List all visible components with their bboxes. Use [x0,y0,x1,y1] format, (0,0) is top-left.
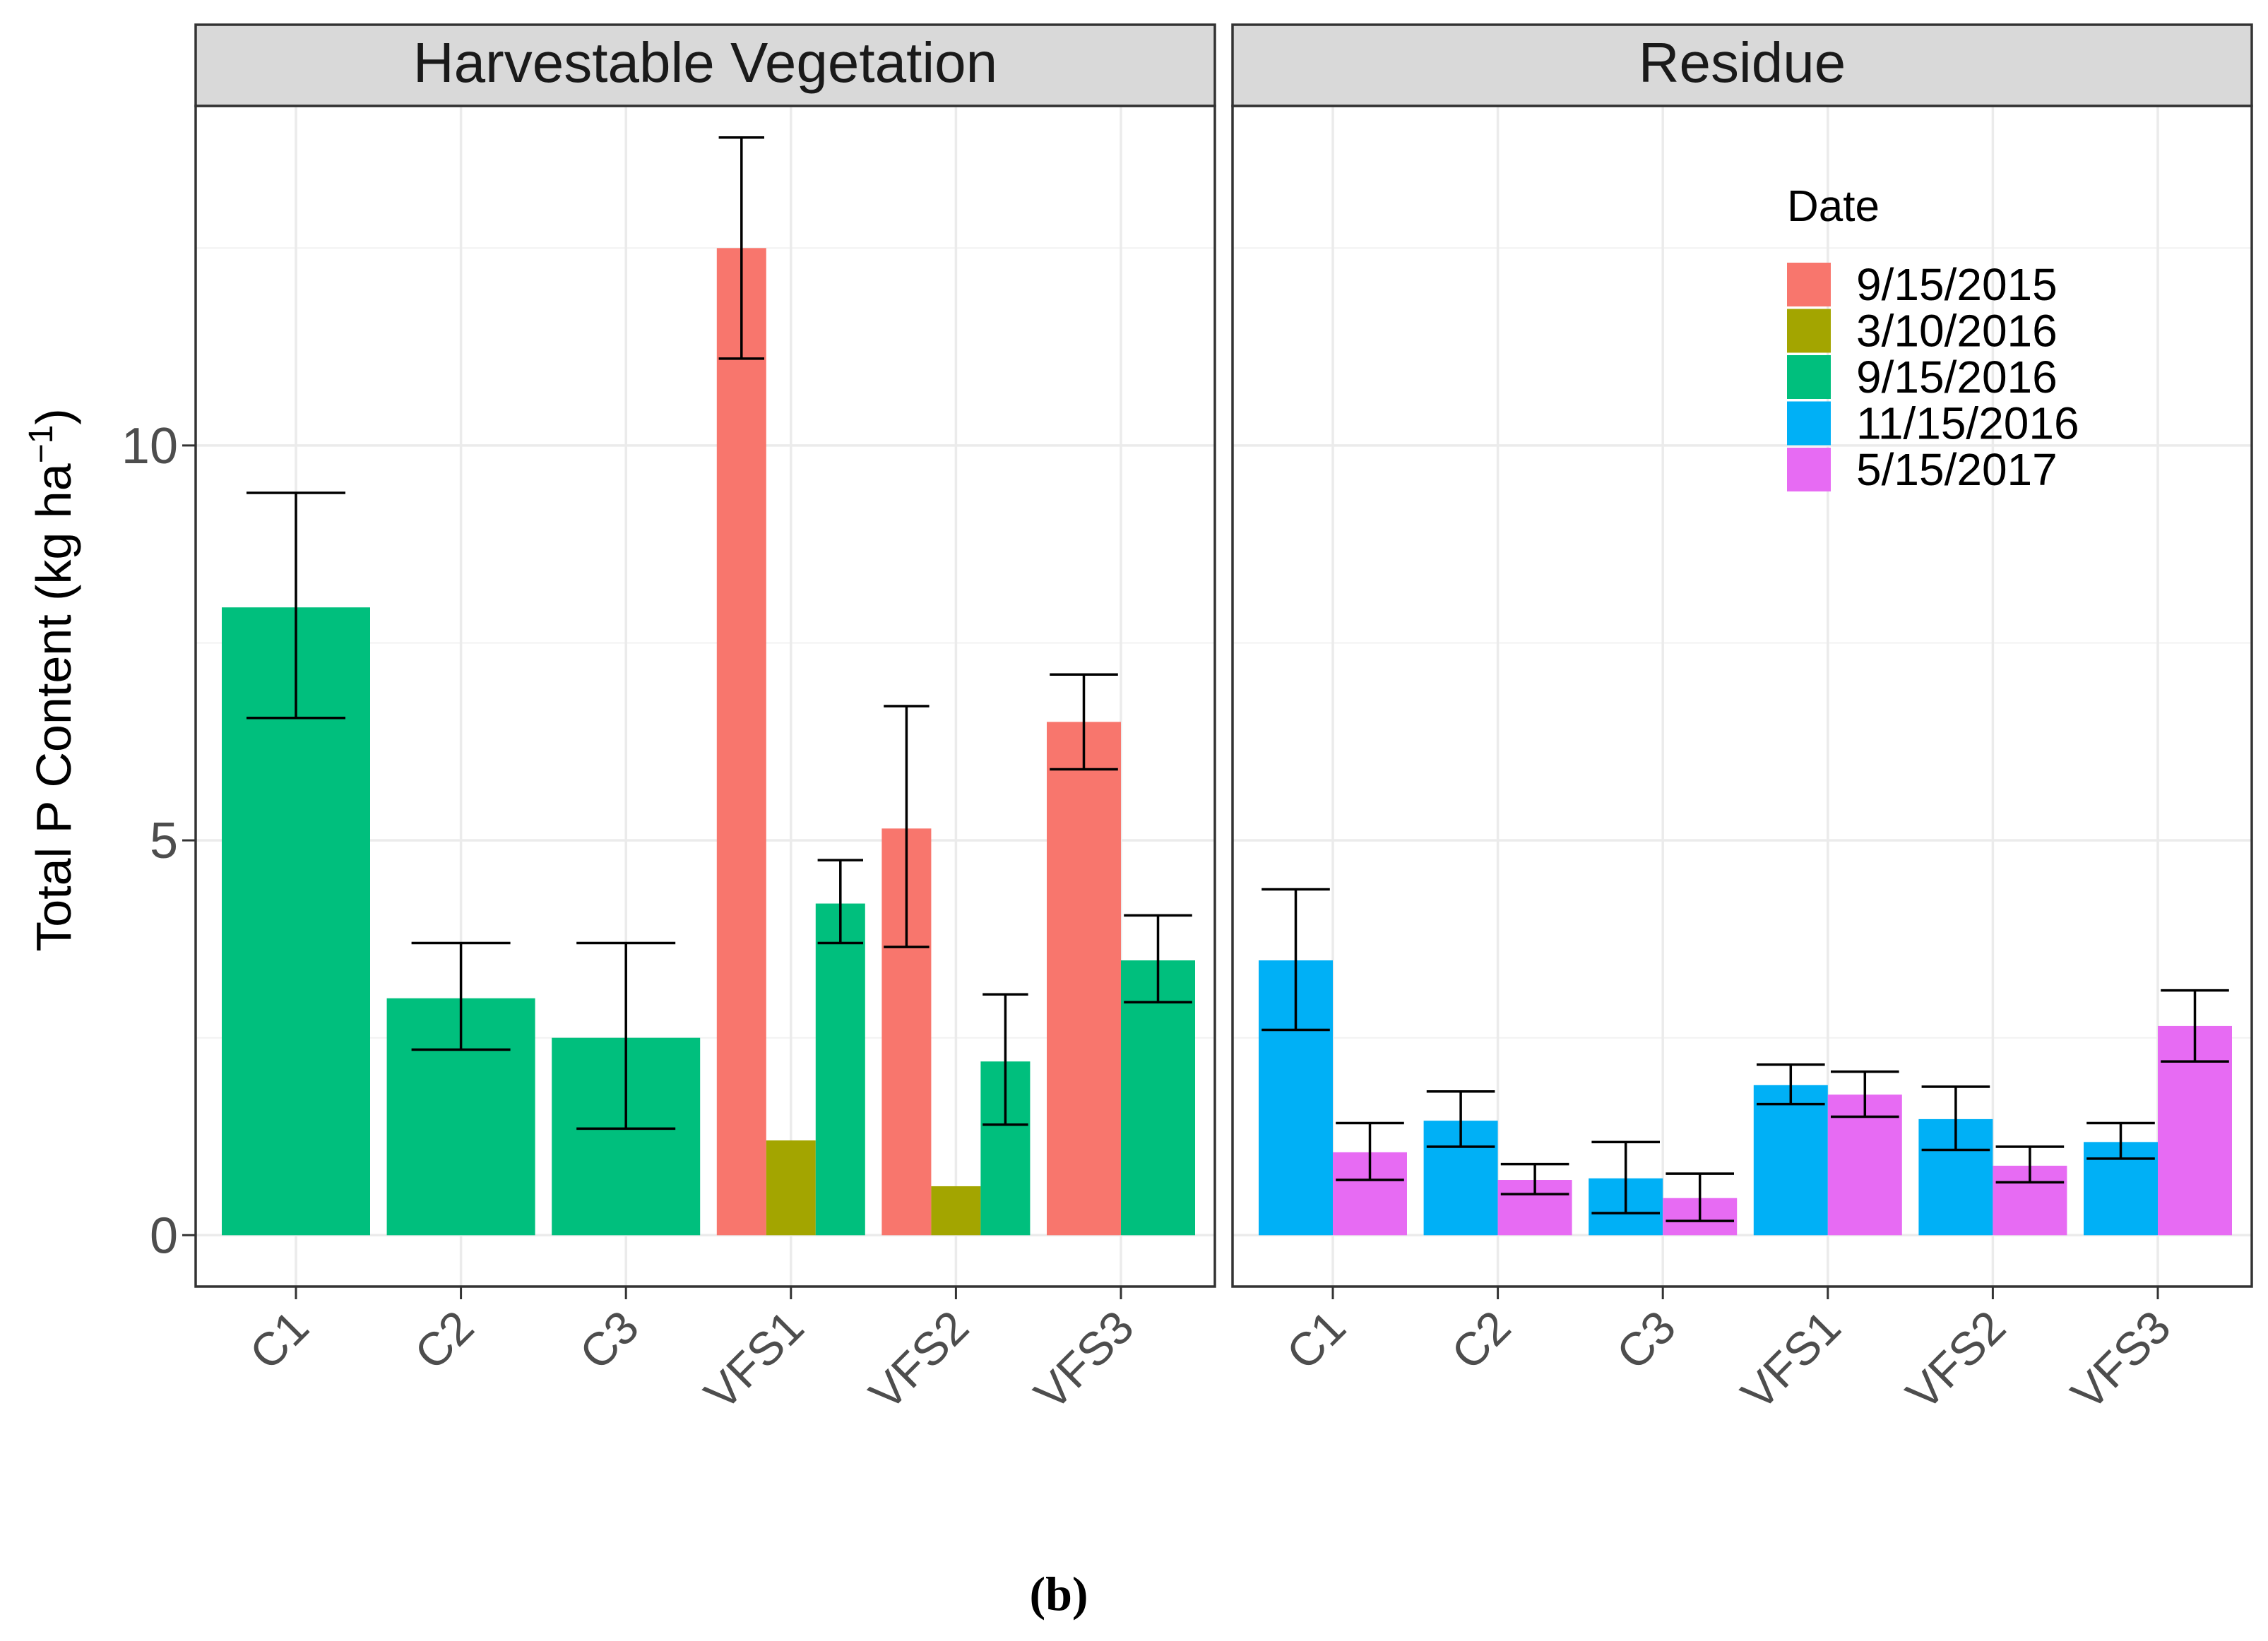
legend-key [1787,309,1831,353]
y-axis-title: Total P Content (kg ha−1) [23,408,81,951]
legend-title: Date [1787,182,1880,231]
bar-vfs1-3-10-2016 [766,1140,816,1236]
bar-vfs3-9-15-2016 [1121,960,1195,1236]
figure-caption: (b) [1029,1567,1088,1621]
legend-key [1787,401,1831,446]
bar-vfs1-9-15-2015 [716,248,766,1236]
bar-vfs1-5-15-2017 [1827,1094,1902,1236]
panel-background [1233,106,2252,1287]
bar-vfs3-9-15-2015 [1047,722,1121,1236]
legend: Date 9/15/20153/10/20169/15/201611/15/201… [1787,182,2079,495]
legend-label: 3/10/2016 [1856,306,2058,357]
legend-label: 5/15/2017 [1856,444,2058,495]
y-tick-label: 5 [150,813,178,869]
bar-vfs1-11-15-2016 [1753,1085,1828,1236]
y-tick-label: 0 [150,1207,178,1264]
bar-vfs1-9-15-2016 [815,903,865,1236]
legend-label: 9/15/2016 [1856,352,2058,402]
legend-key [1787,263,1831,306]
legend-label: 9/15/2015 [1856,259,2058,310]
y-tick-label: 10 [121,418,178,475]
legend-label: 11/15/2016 [1856,398,2079,449]
facet-strip-title: Residue [1639,31,1846,94]
facet-strip [1231,23,2253,107]
legend-key [1787,355,1831,399]
facet-strip-title: Harvestable Vegetation [413,31,997,94]
facet-strip [194,23,1216,107]
legend-key [1787,448,1831,491]
bar-vfs2-3-10-2016 [931,1186,981,1236]
